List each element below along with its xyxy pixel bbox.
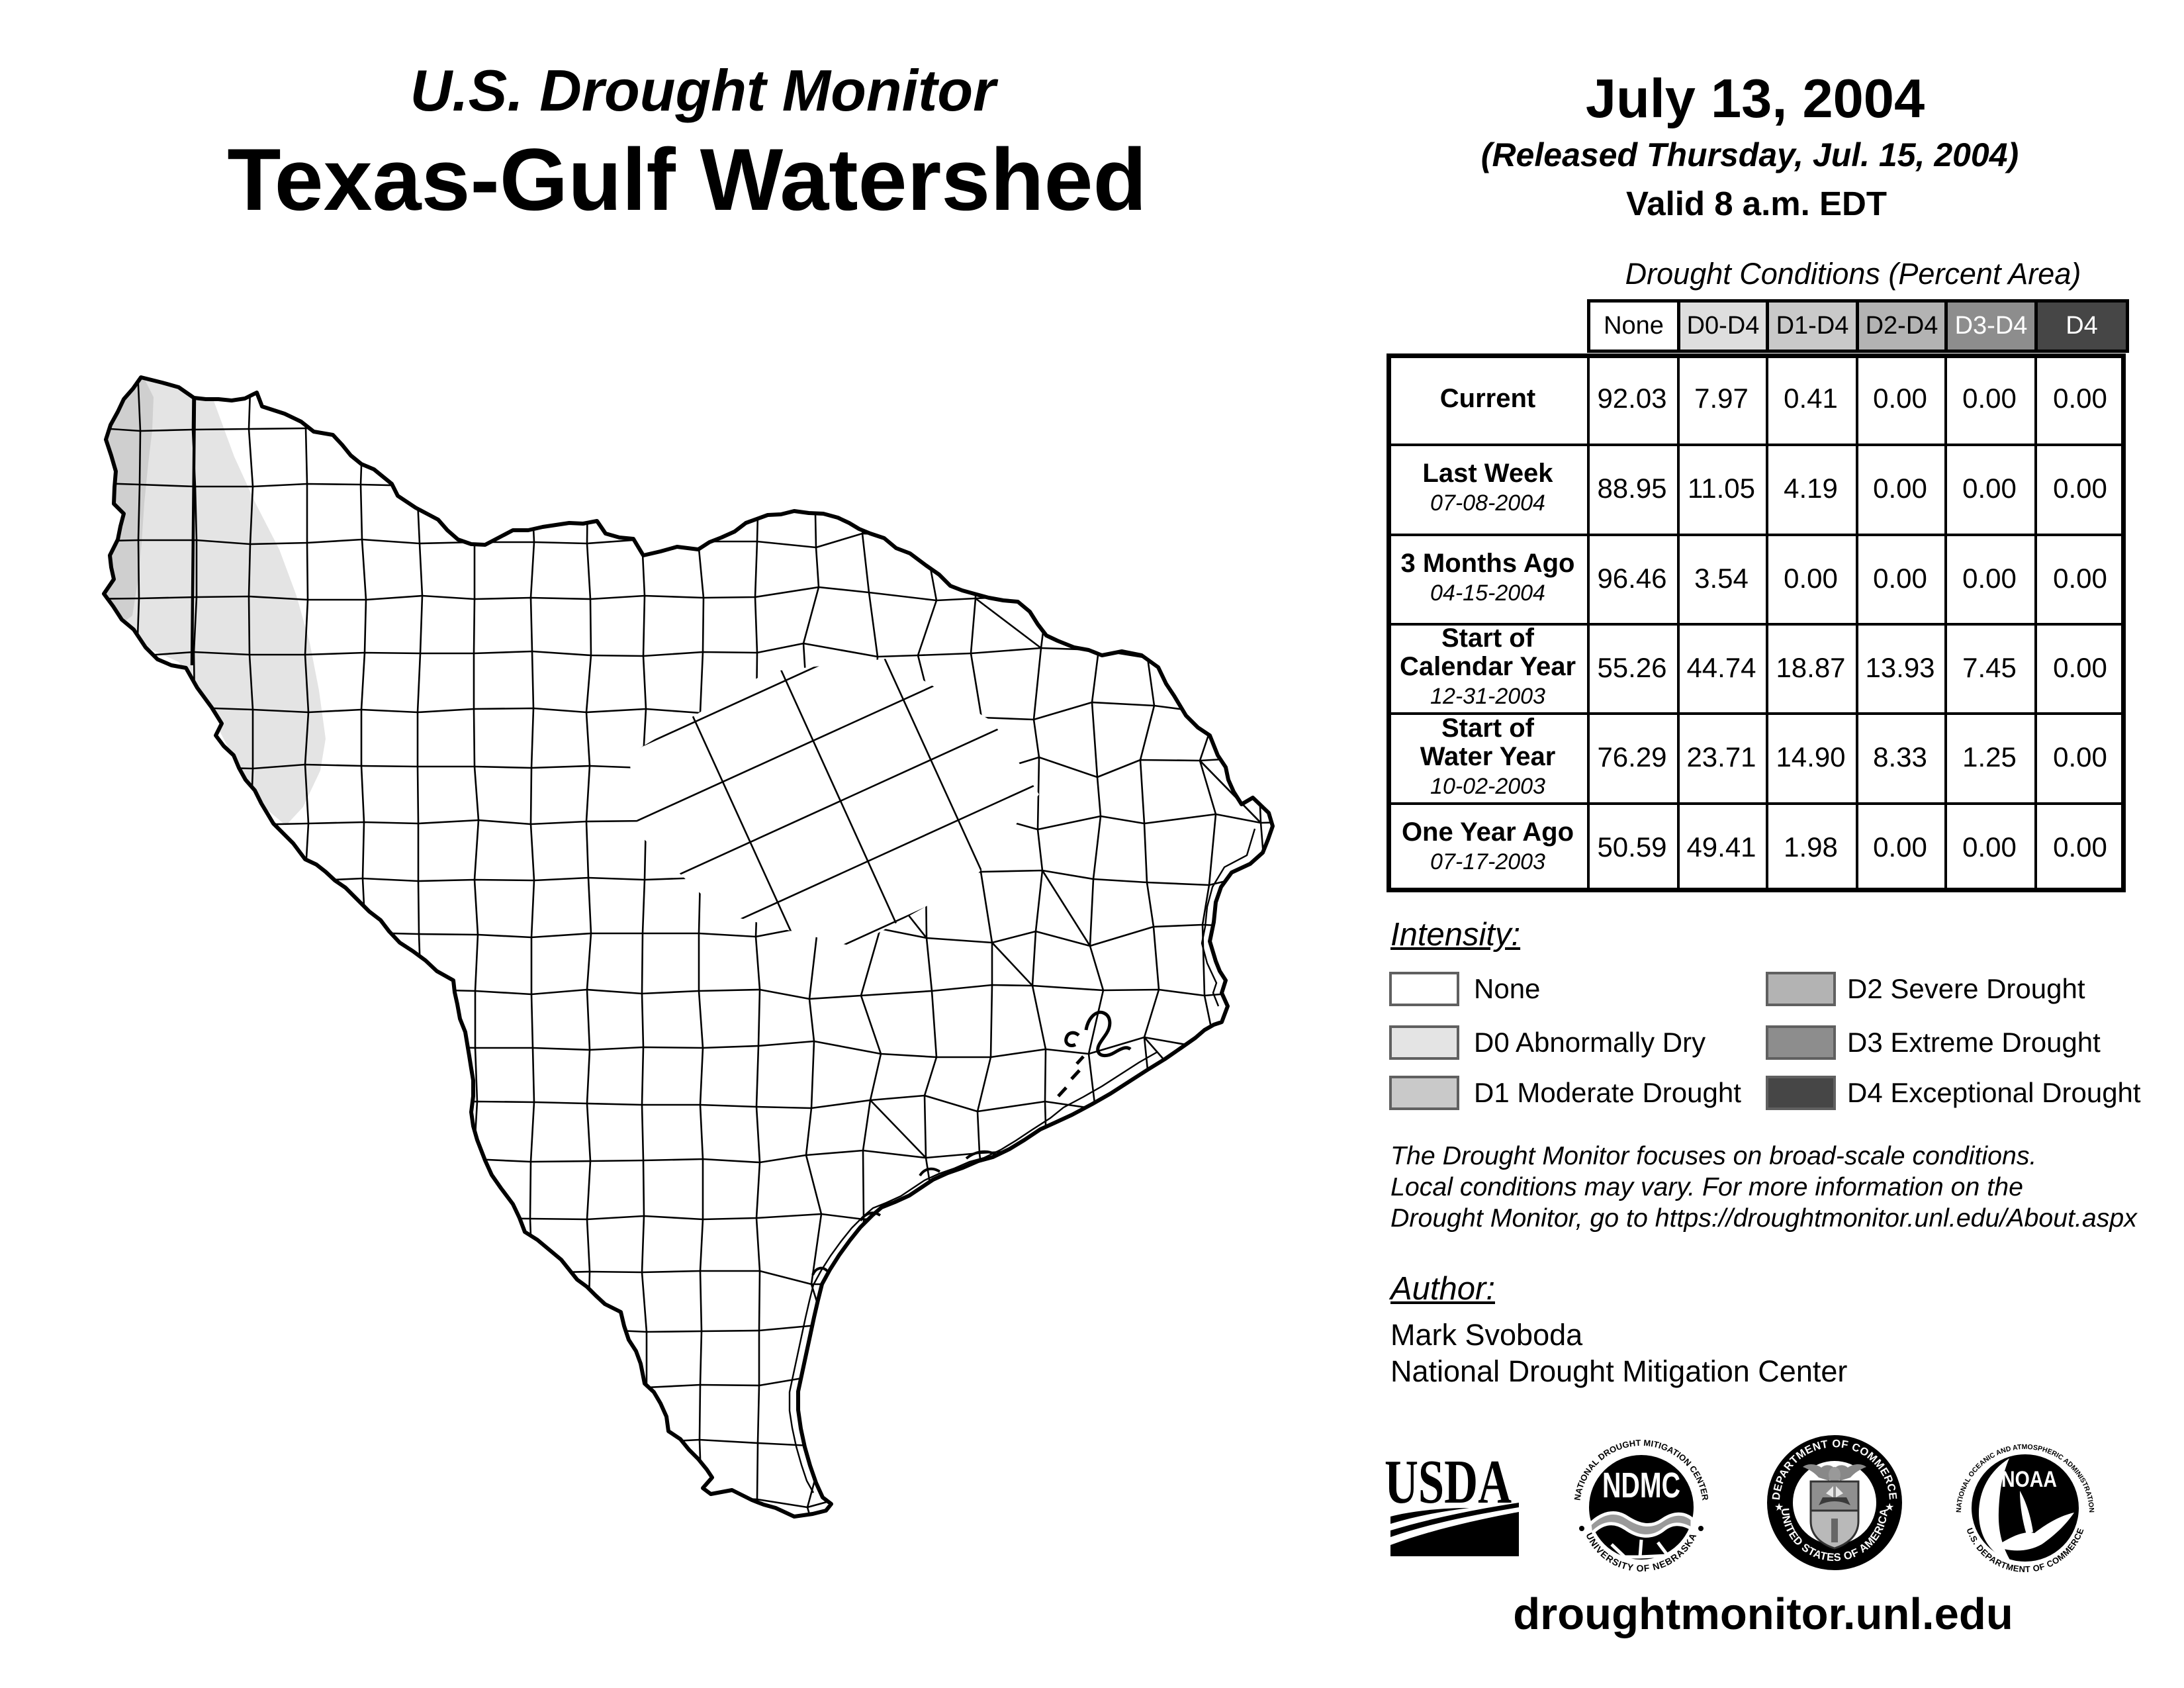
svg-text:NOAA: NOAA: [2001, 1467, 2057, 1492]
svg-text:NDMC: NDMC: [1602, 1466, 1680, 1505]
svg-text:USDA: USDA: [1385, 1448, 1512, 1517]
svg-text:★: ★: [1885, 1502, 1894, 1513]
svg-text:★: ★: [1774, 1502, 1784, 1513]
